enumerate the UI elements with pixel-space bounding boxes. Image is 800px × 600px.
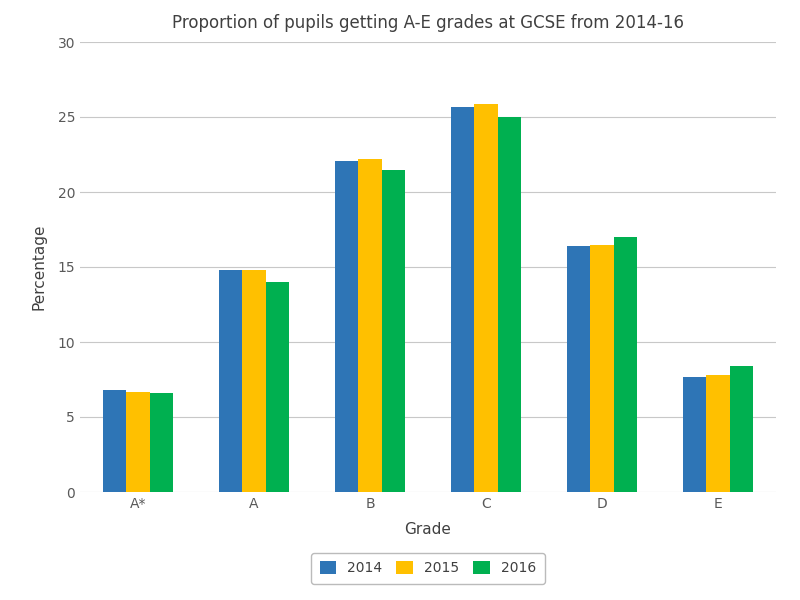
Bar xyxy=(614,237,637,492)
Bar xyxy=(567,246,590,492)
Bar xyxy=(683,377,706,492)
Bar xyxy=(730,366,753,492)
Bar xyxy=(266,282,289,492)
Bar xyxy=(382,169,405,492)
Bar xyxy=(242,270,266,492)
Bar xyxy=(335,160,358,492)
Bar xyxy=(706,375,730,492)
Legend: 2014, 2015, 2016: 2014, 2015, 2016 xyxy=(311,553,545,584)
Bar xyxy=(126,391,150,492)
Bar xyxy=(150,393,173,492)
Bar xyxy=(451,107,474,492)
Title: Proportion of pupils getting A-E grades at GCSE from 2014-16: Proportion of pupils getting A-E grades … xyxy=(172,14,684,32)
Bar xyxy=(358,159,382,492)
Bar xyxy=(590,245,614,492)
Bar xyxy=(498,117,521,492)
Y-axis label: Percentage: Percentage xyxy=(31,224,46,310)
Bar xyxy=(219,270,242,492)
Bar xyxy=(474,103,498,492)
Bar xyxy=(103,390,126,492)
X-axis label: Grade: Grade xyxy=(405,522,451,537)
